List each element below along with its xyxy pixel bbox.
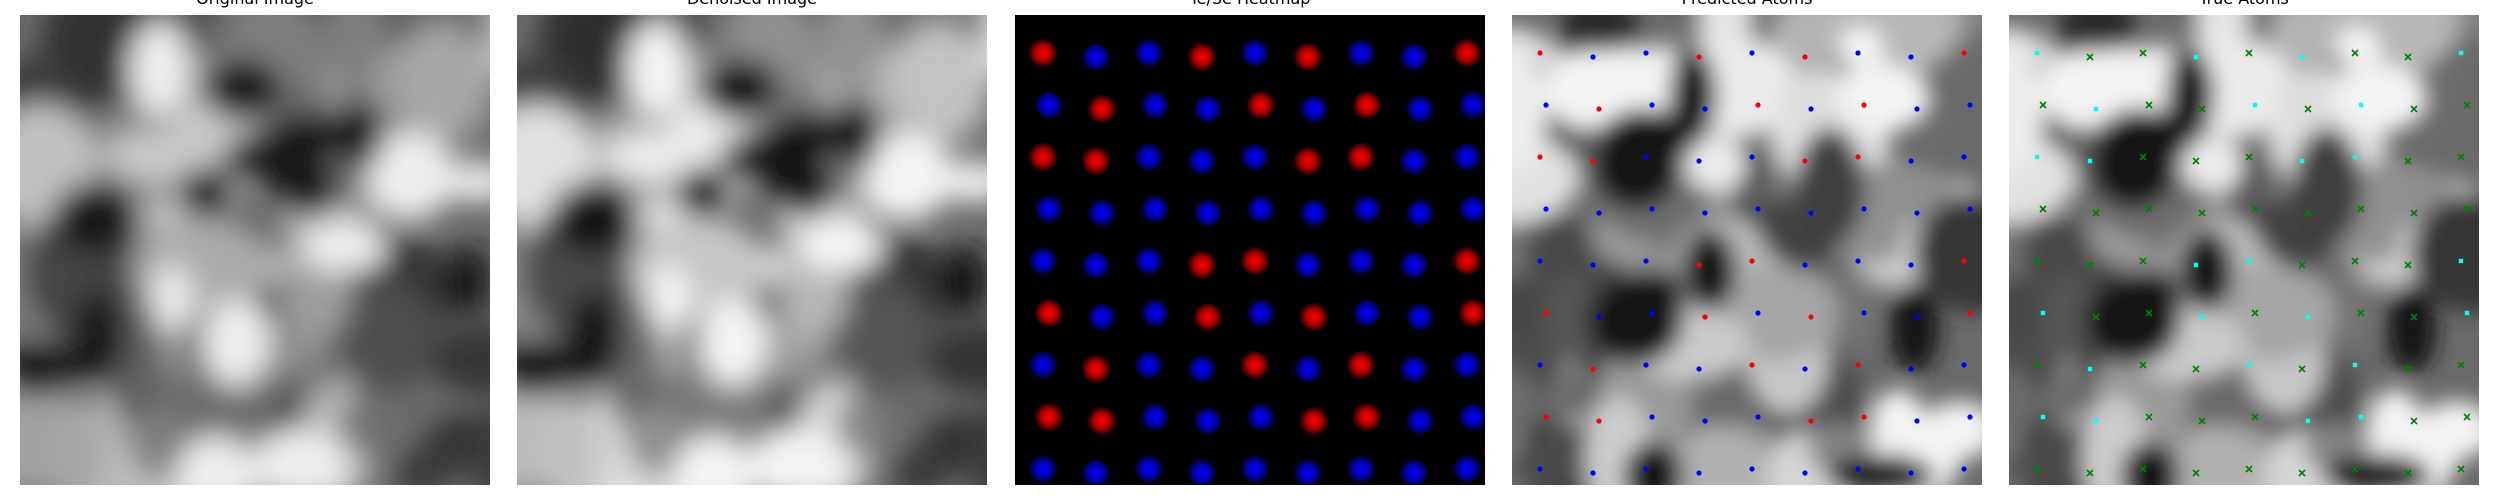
panel-title: Denoised Image: [517, 0, 987, 9]
panel-title: Predicted Atoms: [1512, 0, 1982, 9]
panel-title: Te/Se Heatmap: [1015, 0, 1485, 9]
true-atoms-image: [2009, 15, 2479, 485]
panel-denoised-image: Denoised Image: [517, 0, 987, 485]
panel-title: Original Image: [20, 0, 490, 9]
predicted-atoms-image: [1512, 15, 1982, 485]
panel-original-image: Original Image: [20, 0, 490, 485]
original-image: [20, 15, 490, 485]
panel-title: True Atoms: [2009, 0, 2479, 9]
panel-heatmap: Te/Se Heatmap: [1015, 0, 1485, 485]
heatmap-image: [1015, 15, 1485, 485]
panel-true-atoms: True Atoms: [2009, 0, 2479, 485]
panel-predicted-atoms: Predicted Atoms: [1512, 0, 1982, 485]
denoised-image: [517, 15, 987, 485]
